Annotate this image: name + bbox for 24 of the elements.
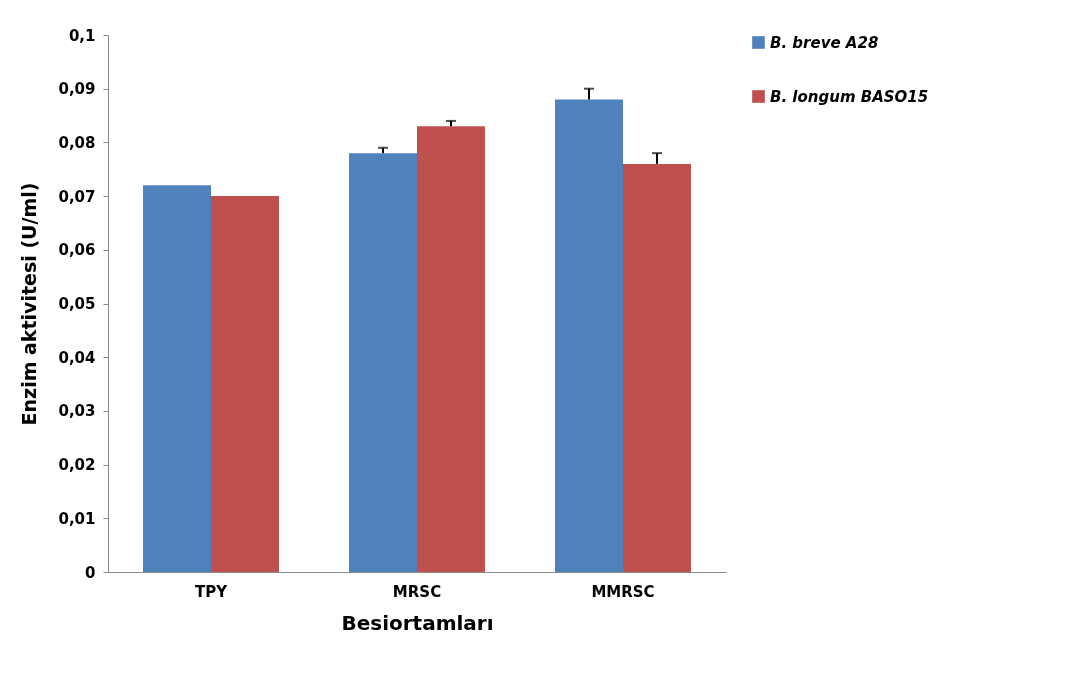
y-tick-label: 0,08 [58, 133, 96, 152]
bar [143, 185, 211, 572]
y-tick-label: 0,1 [68, 26, 96, 45]
bar [417, 126, 485, 572]
legend-label: B. breve A28 [770, 33, 879, 52]
y-tick-label: 0 [85, 563, 96, 582]
y-tick-label: 0,04 [58, 348, 96, 367]
bar [623, 163, 691, 572]
y-tick-label: 0,06 [58, 241, 96, 260]
bar [555, 99, 623, 572]
bar [349, 153, 417, 572]
y-axis-title: Enzim aktivitesi (U/ml) [18, 182, 41, 426]
y-tick-label: 0,07 [58, 187, 96, 206]
legend-label: B. longum BASO15 [770, 87, 929, 106]
y-tick-label: 0,03 [58, 402, 96, 421]
x-axis-title: Besiortamları [341, 610, 494, 635]
y-tick-label: 0,01 [58, 509, 96, 528]
x-tick-label: MRSC [392, 582, 442, 601]
x-tick-label: MMRSC [591, 582, 655, 601]
y-tick-label: 0,09 [58, 80, 96, 99]
y-tick-label: 0,02 [58, 456, 96, 475]
y-tick-label: 0,05 [58, 295, 96, 313]
x-tick-label: TPY [194, 582, 229, 601]
bar [211, 196, 279, 572]
